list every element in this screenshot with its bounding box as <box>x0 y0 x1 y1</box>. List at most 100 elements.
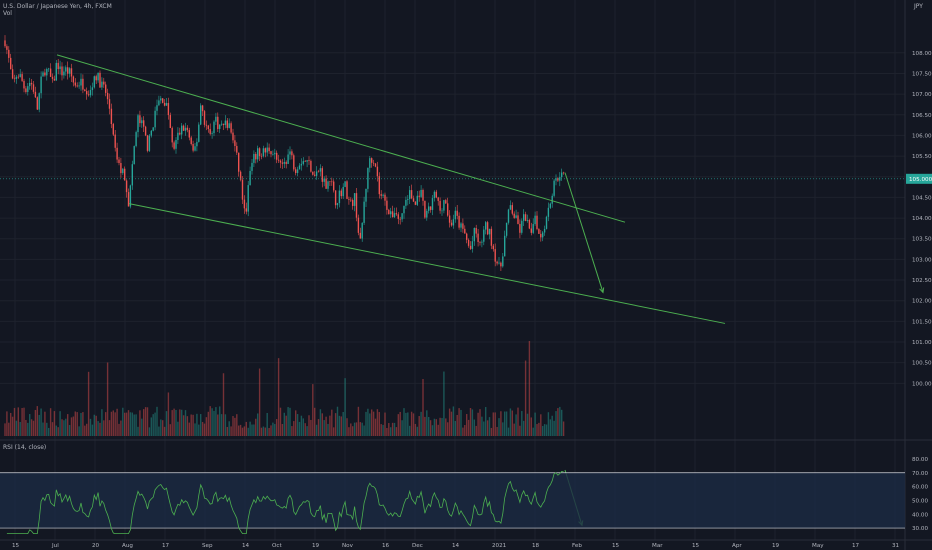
candle-body <box>192 144 194 151</box>
candle-body <box>76 85 78 87</box>
price-axis[interactable]: 100.000 100.500 101.000 101.500 102.000 102.5… <box>906 51 932 388</box>
candle-body <box>131 164 133 186</box>
price-tick-label: 100.000 <box>912 381 932 387</box>
volume-bar <box>350 423 352 436</box>
time-tick-label: Feb <box>572 543 582 549</box>
volume-bar <box>177 421 179 436</box>
volume-bar <box>312 384 314 436</box>
volume-bar <box>42 422 44 436</box>
candle-body <box>365 188 367 202</box>
candle-body <box>196 141 198 147</box>
candle-body <box>505 222 508 236</box>
volume-bar <box>382 424 384 436</box>
time-tick-label: 19 <box>772 543 780 549</box>
candle-body <box>63 71 65 76</box>
time-tick-label: Dec <box>412 543 423 549</box>
candle-body <box>536 215 538 230</box>
volume-bar <box>416 426 418 436</box>
volume-bar <box>84 425 86 436</box>
candle-body <box>555 178 557 181</box>
candle-body <box>388 209 390 215</box>
candle-body <box>253 153 255 163</box>
candle-body <box>169 115 171 128</box>
volume-bar <box>515 414 517 436</box>
volume-bar <box>268 427 270 436</box>
candle-body <box>241 179 244 200</box>
candle-body <box>40 76 42 94</box>
volume-bar <box>403 408 405 436</box>
volume-bar <box>112 410 114 436</box>
volume-bar <box>314 407 316 436</box>
volume-bar <box>357 406 360 436</box>
candle-body <box>106 92 109 100</box>
time-tick-label: 15 <box>692 543 700 549</box>
time-axis[interactable]: 15 Jul 20 Aug 17 Sep 14 Oct 19 Nov 16 Dec 14 2021 18 Fe… <box>12 543 900 549</box>
candle-body <box>551 195 553 204</box>
volume-bar <box>448 408 451 436</box>
volume-bar <box>55 425 57 436</box>
volume-bar <box>390 427 392 436</box>
candle-body <box>257 148 259 160</box>
candle-body <box>355 193 358 218</box>
trendline-drawings[interactable] <box>0 54 905 527</box>
candle-body <box>38 93 40 110</box>
volume-bar <box>329 415 331 436</box>
volume-bar <box>89 418 92 436</box>
candle-body <box>205 124 208 126</box>
candle-body <box>222 123 225 125</box>
volume-bar <box>29 414 31 436</box>
volume-bar <box>534 412 536 436</box>
candle-body <box>287 154 289 164</box>
volume-bar <box>36 406 38 436</box>
volume-bar <box>331 409 333 436</box>
price-tick-label: 106.500 <box>912 113 932 119</box>
candle-body <box>300 163 303 166</box>
candle-body <box>211 133 213 134</box>
candle-body <box>124 168 126 181</box>
candle-body <box>36 97 38 110</box>
candle-body <box>403 205 405 214</box>
time-tick-label: 14 <box>242 543 250 549</box>
candle-body <box>504 235 506 257</box>
volume-bar <box>524 360 527 436</box>
candle-body <box>437 197 439 201</box>
volume-bar <box>509 408 512 436</box>
volume-bar <box>219 406 221 436</box>
volume-bar <box>91 424 94 436</box>
candle-body <box>450 222 453 226</box>
candle-body <box>329 181 331 182</box>
candle-body <box>399 218 401 220</box>
candle-body <box>48 68 50 70</box>
volume-bar <box>359 422 361 436</box>
volume-bar <box>4 423 6 436</box>
candle-body <box>559 177 561 181</box>
candle-body <box>302 161 304 164</box>
candle-body <box>8 49 10 58</box>
volume-bar <box>74 411 76 436</box>
candle-body <box>224 120 227 125</box>
candle-body <box>496 261 498 264</box>
volume-bar <box>181 409 183 436</box>
volume-bar <box>125 412 128 436</box>
volume-bar <box>490 427 493 436</box>
candle-body <box>4 40 6 47</box>
candle-body <box>319 168 322 172</box>
time-tick-label: Apr <box>732 543 742 549</box>
volume-bar <box>477 412 479 436</box>
price-tick-label: 103.000 <box>912 257 932 263</box>
candle-body <box>179 132 181 135</box>
candle-body <box>289 151 291 155</box>
candle-body <box>460 223 462 228</box>
candle-body <box>99 72 101 88</box>
volume-bar <box>300 415 303 436</box>
volume-bar <box>458 408 460 436</box>
volume-bar <box>321 413 323 436</box>
candle-body <box>114 134 116 148</box>
candle-body <box>315 171 318 176</box>
candle-body <box>372 162 375 164</box>
rsi-tick-label: 70.00 <box>912 471 928 477</box>
candle-body <box>418 195 420 197</box>
volume-bar <box>543 424 546 436</box>
rsi-pane[interactable]: 30.00 40.00 50.00 60.00 70.00 80.00 <box>0 457 928 534</box>
